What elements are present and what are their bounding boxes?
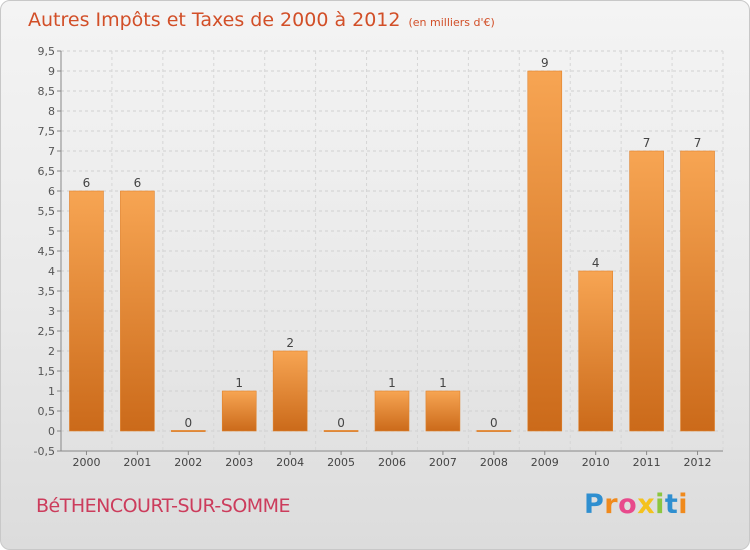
bar-2011	[629, 150, 664, 432]
data-label: 0	[337, 416, 345, 430]
y-tick-label: -0,5	[34, 445, 55, 458]
x-tick-label: 2004	[276, 456, 304, 469]
bar-2009	[527, 70, 563, 432]
bar-2012	[680, 150, 715, 432]
data-label: 6	[83, 176, 91, 190]
x-tick-label: 2008	[480, 456, 508, 469]
x-tick-label: 2003	[225, 456, 253, 469]
y-tick-label: 5,5	[38, 205, 56, 218]
bar-2010	[578, 270, 613, 432]
y-tick-label: 9	[48, 65, 55, 78]
y-tick-label: 4	[48, 265, 55, 278]
chart-title: Autres Impôts et Taxes de 2000 à 2012	[28, 9, 401, 31]
x-tick-label: 2006	[378, 456, 406, 469]
x-tick-label: 2000	[72, 456, 100, 469]
bar-2008	[476, 430, 512, 432]
chart-subtitle: (en milliers d'€)	[408, 16, 495, 29]
y-tick-label: 8	[48, 105, 55, 118]
data-label: 1	[439, 376, 447, 390]
data-label: 6	[134, 176, 142, 190]
brand-letter: i	[678, 489, 689, 520]
x-tick-label: 2005	[327, 456, 355, 469]
brand-letter: i	[655, 489, 665, 520]
bar-2000	[69, 190, 104, 432]
y-tick-label: 3	[48, 305, 55, 318]
bar-2005	[323, 430, 359, 432]
brand-letter: o	[618, 489, 638, 520]
bar-2004	[272, 350, 308, 432]
y-tick-label: 0	[48, 425, 55, 438]
y-tick-label: 1,5	[38, 365, 56, 378]
brand-letter: t	[664, 489, 679, 520]
data-labels: 6 6 0 1 2 0 1 1 0 9 4 7 7	[83, 56, 702, 430]
commune-name: BéTHENCOURT-SUR-SOMME	[36, 495, 291, 517]
y-tick-label: 7,5	[38, 125, 56, 138]
brand-letter: r	[604, 489, 619, 520]
data-label: 1	[388, 376, 396, 390]
bar-2002	[171, 430, 206, 432]
y-tick-label: 5	[48, 225, 55, 238]
x-tick-label: 2012	[684, 456, 712, 469]
bars	[69, 70, 715, 432]
data-label: 1	[235, 376, 243, 390]
data-label: 0	[490, 416, 498, 430]
y-tick-label: 2	[48, 345, 55, 358]
y-tick-label: 7	[48, 145, 55, 158]
y-tick-label: 6	[48, 185, 55, 198]
y-tick-label: 0,5	[38, 405, 56, 418]
brand-letter: x	[637, 489, 656, 520]
x-tick-label: 2010	[582, 456, 610, 469]
x-tick-label: 2001	[123, 456, 151, 469]
x-tick-label: 2009	[531, 456, 559, 469]
bar-2006	[374, 390, 410, 432]
x-tick-label: 2007	[429, 456, 457, 469]
y-tick-label: 8,5	[38, 85, 56, 98]
data-label: 0	[184, 416, 192, 430]
y-tick-label: 1	[48, 385, 55, 398]
data-label: 7	[694, 136, 702, 150]
brand-letter: P	[584, 489, 605, 520]
chart-title-group: Autres Impôts et Taxes de 2000 à 2012 (en…	[28, 9, 495, 31]
proxiti-logo: Proxiti	[584, 489, 688, 520]
y-tick-label: 3,5	[38, 285, 56, 298]
data-label: 4	[592, 256, 600, 270]
y-tick-label: 4,5	[38, 245, 56, 258]
bar-2001	[120, 190, 155, 432]
y-tick-label: 6,5	[38, 165, 56, 178]
data-label: 9	[541, 56, 549, 70]
y-tick-label: 9,5	[38, 45, 56, 58]
axes: -0,5 0 0,5 1 1,5 2 2,5 3 3,5 4 4,5 5 5,5 6 6,5 7 7,5 8 8,5…	[34, 45, 723, 469]
data-label: 7	[643, 136, 651, 150]
x-tick-label: 2002	[174, 456, 202, 469]
bar-2007	[425, 390, 461, 432]
x-tick-label: 2011	[633, 456, 661, 469]
bar-2003	[221, 390, 257, 432]
data-label: 2	[286, 336, 294, 350]
y-tick-label: 2,5	[38, 325, 56, 338]
